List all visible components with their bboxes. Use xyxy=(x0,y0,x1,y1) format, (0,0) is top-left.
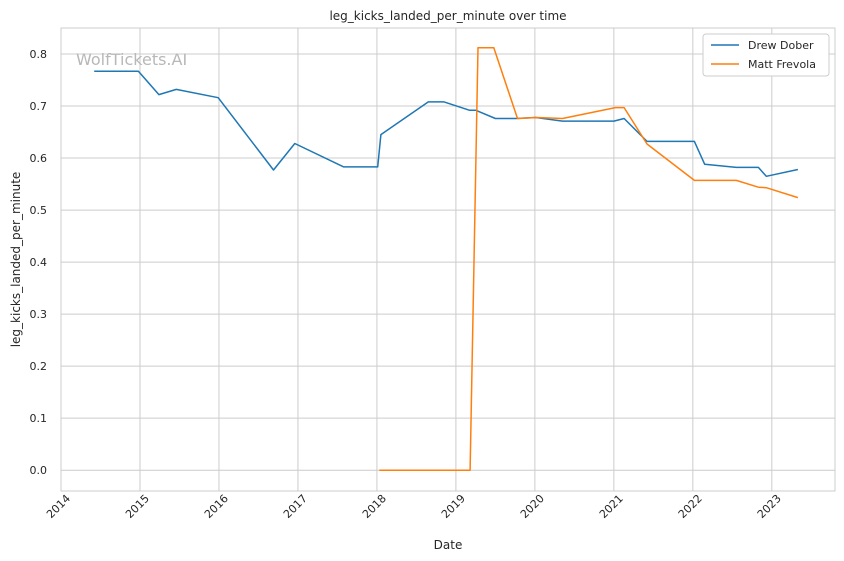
y-tick-label: 0.8 xyxy=(30,48,48,61)
y-tick-labels: 0.0 0.1 0.2 0.3 0.4 0.5 0.6 0.7 0.8 xyxy=(30,48,48,477)
y-tick-label: 0.2 xyxy=(30,360,48,373)
y-tick-label: 0.4 xyxy=(30,256,48,269)
series-line xyxy=(94,70,799,178)
x-tick-label: 2017 xyxy=(281,492,310,521)
x-tick-label: 2021 xyxy=(597,492,626,521)
legend: Drew Dober Matt Frevola xyxy=(702,33,830,77)
x-axis-label: Date xyxy=(434,538,463,552)
watermark: WolfTickets.AI xyxy=(76,50,187,69)
series-line xyxy=(379,47,799,471)
y-tick-label: 0.7 xyxy=(30,100,48,113)
x-tick-label: 2014 xyxy=(44,492,73,521)
axes-frame xyxy=(60,27,836,492)
series-lines xyxy=(94,47,799,471)
grid xyxy=(60,28,835,491)
chart-title: leg_kicks_landed_per_minute over time xyxy=(329,9,566,23)
y-tick-label: 0.6 xyxy=(30,152,48,165)
x-tick-label: 2022 xyxy=(676,492,705,521)
y-tick-label: 0.1 xyxy=(30,412,48,425)
x-tick-label: 2015 xyxy=(123,492,152,521)
x-tick-label: 2019 xyxy=(439,492,468,521)
y-tick-label: 0.0 xyxy=(30,464,48,477)
legend-label: Drew Dober xyxy=(748,39,814,52)
legend-items: Drew Dober Matt Frevola xyxy=(711,39,816,71)
x-tick-label: 2018 xyxy=(360,492,389,521)
x-tick-labels: 2014 2015 2016 2017 2018 2019 2020 2021 2022 2023 xyxy=(44,492,784,521)
y-axis-label: leg_kicks_landed_per_minute xyxy=(9,172,23,348)
x-tick-label: 2016 xyxy=(202,492,231,521)
y-tick-label: 0.5 xyxy=(30,204,48,217)
x-tick-label: 2023 xyxy=(755,492,784,521)
y-tick-label: 0.3 xyxy=(30,308,48,321)
x-tick-label: 2020 xyxy=(518,492,547,521)
legend-label: Matt Frevola xyxy=(748,58,816,71)
